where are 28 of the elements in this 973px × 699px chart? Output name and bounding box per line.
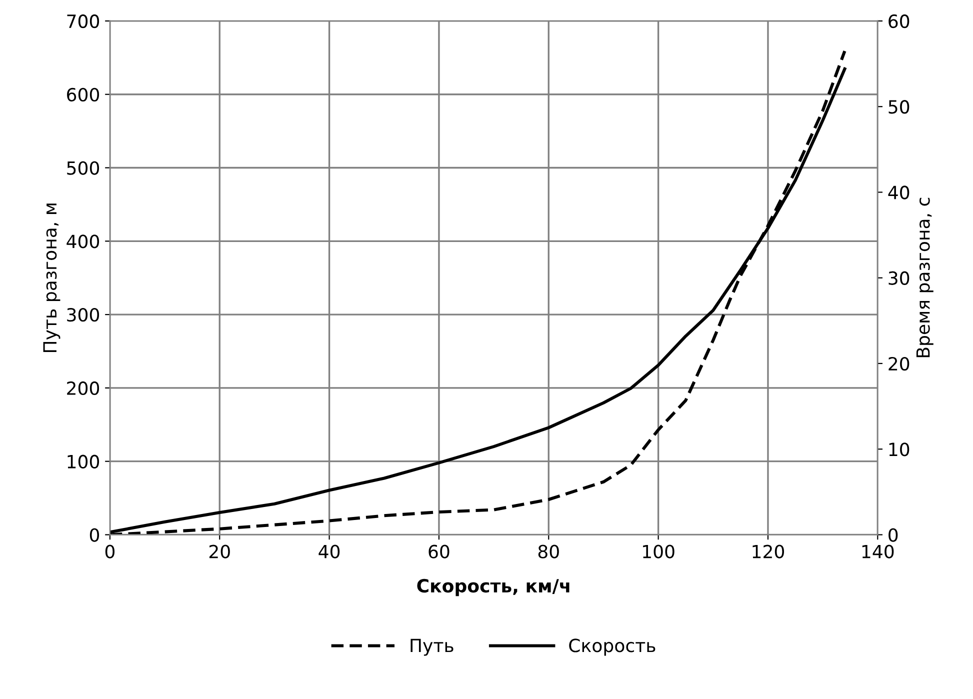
y2-tick-label: 50	[888, 100, 910, 114]
x-axis-title: Скорость, км/ч	[417, 578, 570, 596]
x-tick-label: 40	[318, 544, 340, 558]
x-tick-label: 60	[428, 544, 450, 558]
y2-tick-label: 20	[888, 356, 910, 371]
y-axis-title: Путь разгона, м	[43, 204, 60, 352]
y2-axis-title: Время разгона, с	[916, 198, 934, 358]
x-tick-label: 140	[862, 544, 894, 558]
y2-tick-label: 0	[888, 528, 898, 542]
y-tick-label: 0	[90, 528, 100, 542]
y-tick-label: 500	[67, 161, 100, 175]
legend-label: Путь	[410, 638, 454, 656]
y-tick-label: 300	[67, 308, 100, 322]
y-tick-label: 200	[67, 381, 100, 396]
x-tick-label: 0	[105, 544, 114, 558]
y-tick-label: 700	[67, 14, 100, 28]
y-tick-label: 400	[66, 234, 100, 248]
y2-tick-label: 30	[888, 271, 910, 285]
x-tick-label: 80	[538, 544, 559, 558]
y2-tick-label: 40	[888, 186, 910, 200]
legend-label: Скорость	[569, 638, 656, 656]
x-tick-label: 20	[209, 544, 230, 558]
y2-tick-label: 10	[889, 442, 910, 456]
y-tick-label: 600	[67, 88, 100, 102]
x-tick-label: 100	[643, 544, 674, 558]
y2-tick-label: 60	[888, 14, 910, 28]
x-tick-label: 120	[752, 544, 784, 558]
y-tick-label: 100	[68, 454, 100, 468]
